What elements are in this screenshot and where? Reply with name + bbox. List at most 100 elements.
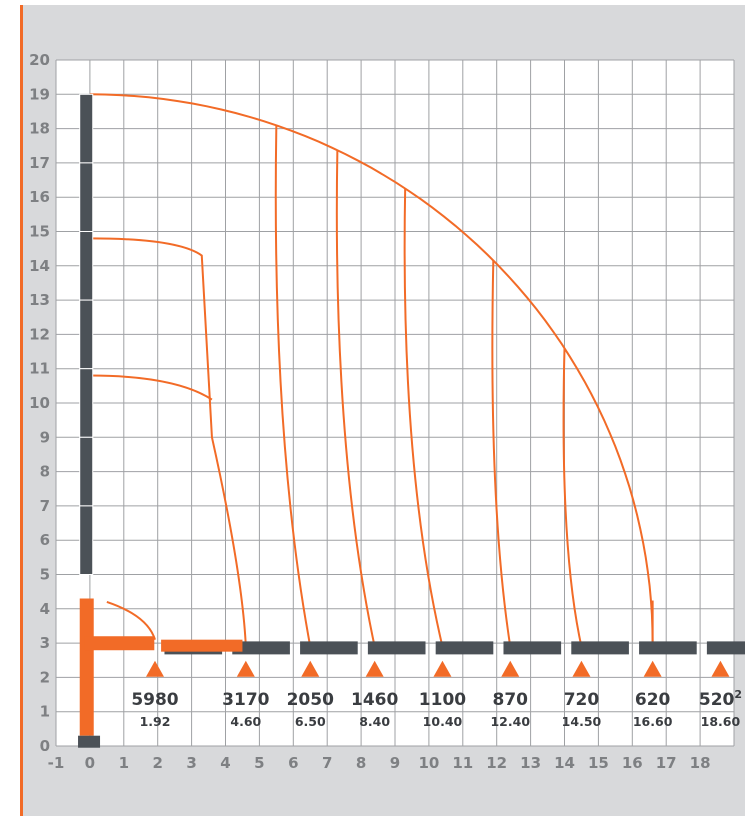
y-tick-label: 7: [40, 497, 50, 515]
horizontal-boom-section: [639, 641, 697, 655]
reach-marker: [365, 660, 384, 677]
reach-value-label: 14.50: [562, 714, 602, 729]
vertical-boom-section: [79, 231, 94, 301]
y-tick-label: 14: [29, 257, 50, 275]
x-tick-label: 1: [119, 754, 129, 772]
inner-curve-15m: [89, 237, 247, 647]
y-tick-label: 16: [29, 188, 50, 206]
reach-marker: [643, 660, 662, 677]
x-tick-label: 2: [152, 754, 162, 772]
horizontal-boom-section: [367, 641, 426, 655]
inner-curve-11m: [89, 374, 213, 401]
load-value-label: 620: [635, 690, 671, 710]
y-tick-label: 0: [40, 737, 50, 755]
horizontal-boom-section: [706, 641, 745, 655]
x-tick-label: -1: [48, 754, 65, 772]
load-value-label: 720: [564, 690, 600, 710]
reach-value-label: 12.40: [490, 714, 530, 729]
reach-value-label: 16.60: [633, 714, 673, 729]
x-tick-label: 14: [554, 754, 575, 772]
reach-drop-curve: [562, 348, 583, 647]
reach-marker: [236, 660, 255, 677]
y-tick-label: 20: [29, 51, 50, 69]
accent-line: [20, 5, 23, 816]
x-tick-labels: -1 0 1 2 3 4 5 6 7 8 9 10 11 12 13 14 15 16 17 18: [48, 754, 711, 772]
y-tick-label: 11: [29, 360, 50, 378]
reach-value-label: 6.50: [295, 714, 326, 729]
reach-markers: [145, 660, 730, 677]
reach-marker: [572, 660, 591, 677]
y-tick-label: 5: [40, 566, 50, 584]
vertical-boom-section: [79, 368, 94, 438]
reach-value-label: 1.92: [140, 714, 171, 729]
load-value-label: 2050: [287, 690, 334, 710]
y-tick-label: 13: [29, 291, 50, 309]
x-tick-label: 0: [85, 754, 95, 772]
y-tick-label: 10: [29, 394, 50, 412]
x-tick-label: 5: [254, 754, 264, 772]
x-tick-label: 9: [390, 754, 400, 772]
x-tick-label: 7: [322, 754, 332, 772]
load-value-label: 1460: [351, 690, 398, 710]
horizontal-boom-section: [571, 641, 629, 655]
main-boom-arm: [161, 639, 243, 652]
vertical-boom-section: [79, 162, 94, 232]
horizontal-boom-section: [300, 641, 358, 655]
x-tick-label: 13: [520, 754, 541, 772]
horizontal-boom-section: [503, 641, 562, 655]
reach-marker: [711, 660, 730, 677]
load-labels: 5980 1.92 3170 4.60 2050 6.50 1460 8.40 1100 10.4…: [131, 688, 742, 729]
load-value-label: 870: [493, 690, 529, 710]
y-tick-label: 9: [40, 428, 50, 446]
load-value-label: 5980: [131, 690, 178, 710]
boom-sections: [79, 93, 745, 655]
y-tick-label: 1: [40, 703, 50, 721]
reach-marker: [501, 660, 520, 677]
y-tick-label: 15: [29, 223, 50, 241]
crane-illustration: [78, 598, 155, 748]
load-value-label: 5202: [699, 688, 742, 710]
load-value-label: 3170: [222, 690, 269, 710]
x-tick-label: 4: [220, 754, 230, 772]
horizontal-boom-section: [435, 641, 494, 655]
crane-base: [78, 735, 101, 748]
reach-value-label: 10.40: [423, 714, 463, 729]
load-superscript: 2: [734, 688, 742, 701]
x-tick-label: 8: [356, 754, 366, 772]
reach-drop-curve: [403, 188, 444, 647]
vertical-boom-section: [79, 436, 94, 507]
reach-value-label: 18.60: [701, 714, 741, 729]
vertical-boom-section: [79, 299, 94, 370]
y-tick-label: 3: [40, 634, 50, 652]
y-tick-label: 6: [40, 531, 50, 549]
x-tick-label: 11: [452, 754, 473, 772]
y-tick-label: 18: [29, 120, 50, 138]
reach-curves: [89, 93, 654, 647]
reach-drop-curve: [335, 150, 376, 647]
x-tick-label: 16: [622, 754, 643, 772]
reach-value-label: 8.40: [359, 714, 390, 729]
x-tick-label: 18: [690, 754, 711, 772]
y-tick-label: 2: [40, 668, 50, 686]
reach-drop-curve: [274, 125, 312, 647]
y-tick-label: 4: [40, 600, 50, 618]
x-tick-label: 3: [186, 754, 196, 772]
x-tick-label: 6: [288, 754, 298, 772]
y-tick-label: 12: [29, 325, 50, 343]
horizontal-boom-section: [232, 641, 290, 655]
y-tick-label: 8: [40, 463, 50, 481]
crane-arm: [84, 636, 155, 651]
vertical-boom-section: [79, 505, 94, 575]
y-tick-label: 17: [29, 154, 50, 172]
y-tick-label: 19: [29, 85, 50, 103]
grid: [55, 59, 735, 747]
reach-value-label: 4.60: [230, 714, 261, 729]
reach-marker: [433, 660, 452, 677]
x-tick-label: 10: [418, 754, 439, 772]
inner-curve-base: [106, 600, 156, 640]
crane-column: [79, 598, 94, 736]
reach-marker: [301, 660, 320, 677]
